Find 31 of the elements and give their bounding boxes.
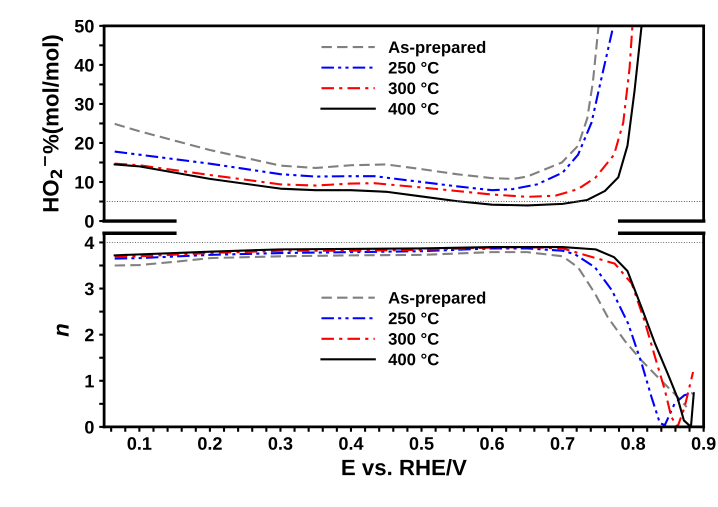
x-tick-label: 0.4 — [339, 437, 364, 450]
legend-label: 250 °C — [388, 62, 439, 74]
y-tick-label: 20 — [74, 136, 94, 150]
y-axis-title: HO$_{2}$$^{−}$%(mol/mol) — [42, 35, 64, 212]
y-tick-label: 3 — [84, 282, 94, 296]
legend-label: 250 °C — [388, 312, 439, 324]
y-tick-label: 10 — [75, 176, 94, 189]
legend-label: As-prepared — [388, 291, 486, 308]
x-tick-label: 0.5 — [410, 437, 434, 450]
y-tick-label: 40 — [74, 58, 94, 72]
y-tick-label: 0 — [85, 420, 94, 434]
x-tick-label: 0.7 — [550, 437, 574, 450]
y-axis-title: n — [56, 324, 69, 336]
y-tick-label: 1 — [85, 374, 94, 388]
legend-label: 300 °C — [388, 332, 439, 345]
y-tick-label: 30 — [74, 98, 94, 111]
x-axis-title: E vs. RHE/V — [342, 459, 467, 476]
y-tick-label: 2 — [84, 328, 94, 342]
x-tick-label: 0.2 — [198, 437, 222, 450]
x-tick-label: 0.9 — [692, 437, 716, 450]
y-tick-label: 50 — [74, 20, 94, 33]
x-tick-label: 0.3 — [268, 437, 292, 450]
y-tick-label: 4 — [84, 236, 94, 249]
legend-label: 300 °C — [388, 82, 439, 94]
y-tick-label: 0 — [85, 214, 94, 228]
legend-label: As-prepared — [388, 40, 486, 56]
legend-label: 400 °C — [388, 354, 439, 366]
legend-label: 400 °C — [388, 102, 439, 115]
x-tick-label: 0.6 — [480, 437, 504, 450]
x-tick-label: 0.1 — [128, 437, 152, 450]
x-tick-label: 0.8 — [621, 437, 646, 450]
